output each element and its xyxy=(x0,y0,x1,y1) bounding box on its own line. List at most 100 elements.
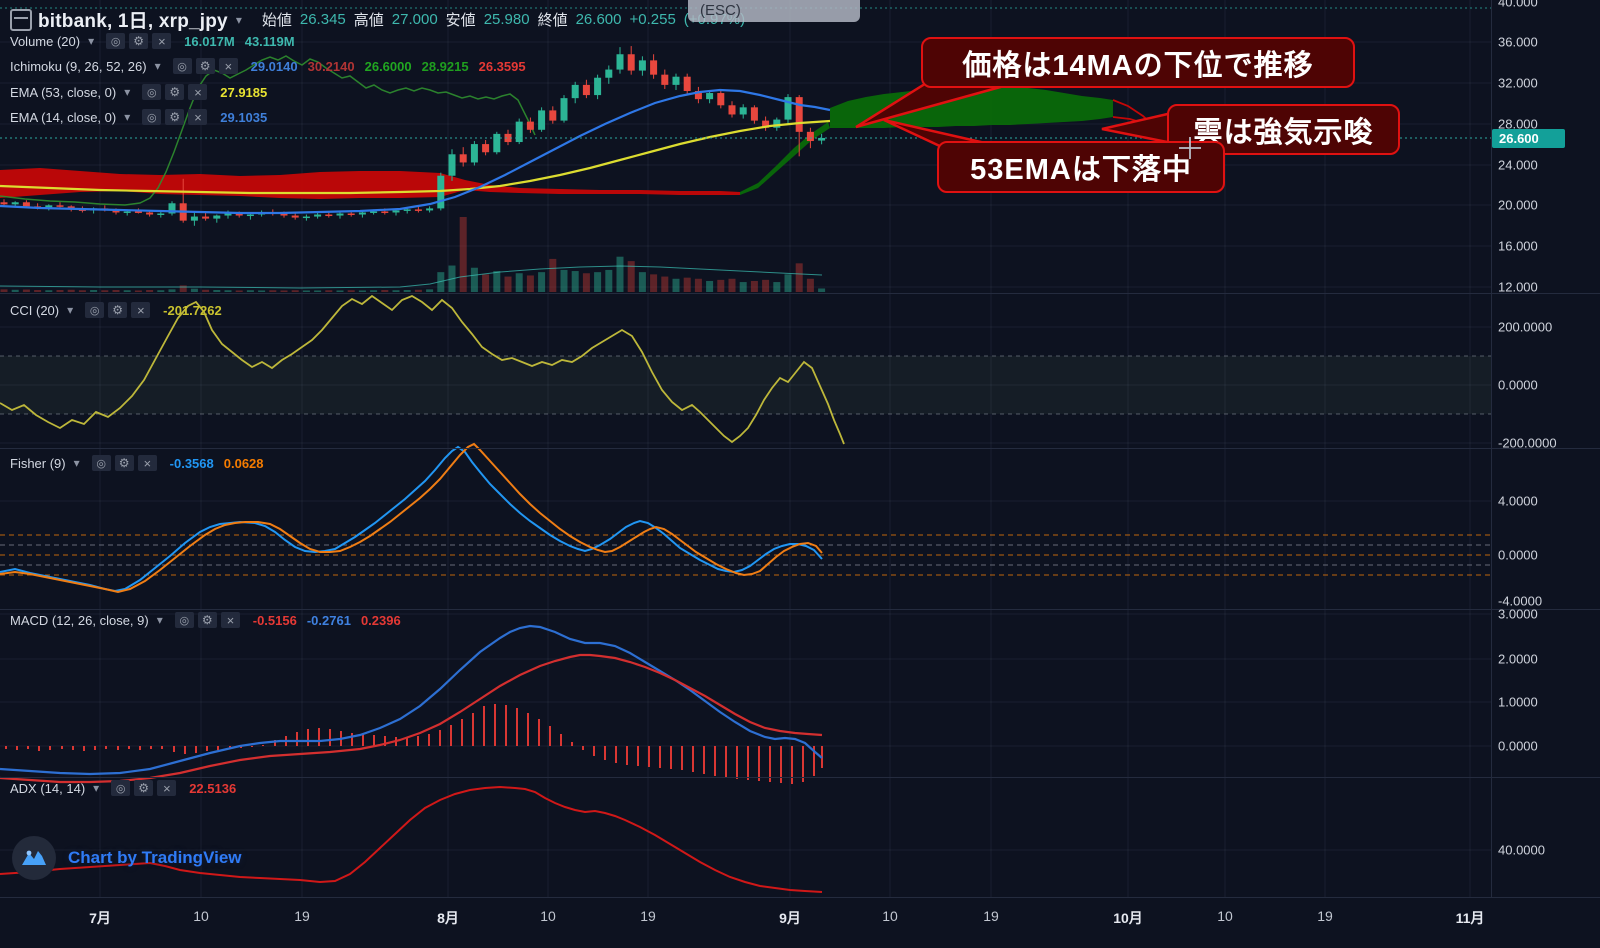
axis-label: 0.0000 xyxy=(1498,377,1538,393)
adx-label[interactable]: ADX (14, 14) xyxy=(10,780,86,796)
tradingview-attribution[interactable]: Chart by TradingView xyxy=(12,836,242,880)
ema14-value: 29.1035 xyxy=(220,109,268,125)
axis-label: 2.0000 xyxy=(1498,651,1538,667)
visibility-toggle-button[interactable] xyxy=(91,455,111,471)
chevron-down-icon[interactable]: ▾ xyxy=(67,303,74,317)
time-axis-label: 10 xyxy=(1217,908,1233,924)
tradingview-logo-icon[interactable] xyxy=(12,836,56,880)
ichimoku-lead1: 28.9215 xyxy=(421,58,469,74)
ichimoku-base: 30.2140 xyxy=(307,58,355,74)
legend-row-fisher: Fisher (9) ▾ -0.3568 0.0628 xyxy=(10,455,264,471)
settings-button[interactable] xyxy=(197,612,217,628)
chevron-down-icon[interactable]: ▾ xyxy=(124,85,131,99)
high-label: 高値 xyxy=(353,12,384,29)
high-value: 27.000 xyxy=(391,11,438,28)
remove-indicator-button[interactable] xyxy=(157,780,177,796)
settings-button[interactable] xyxy=(195,58,215,74)
time-axis-label: 11月 xyxy=(1455,910,1485,926)
settings-button[interactable] xyxy=(108,302,128,318)
axis-label: 20.000 xyxy=(1498,197,1538,213)
macd-signal-value: 0.2396 xyxy=(360,612,401,628)
adx-value: 22.5136 xyxy=(189,780,237,796)
remove-indicator-button[interactable] xyxy=(137,455,157,471)
visibility-toggle-button[interactable] xyxy=(172,58,192,74)
esc-hint-text: (ESC) xyxy=(700,2,741,19)
chevron-down-icon[interactable]: ▾ xyxy=(235,12,242,27)
visibility-toggle-button[interactable] xyxy=(142,84,162,100)
axis-label: 24.000 xyxy=(1498,157,1538,173)
settings-button[interactable] xyxy=(165,109,185,125)
remove-indicator-button[interactable] xyxy=(188,109,208,125)
chevron-down-icon[interactable]: ▾ xyxy=(93,781,100,795)
legend-row-ichimoku: Ichimoku (9, 26, 52, 26) ▾ 29.0140 30.21… xyxy=(10,58,526,74)
last-price-badge: 26.600 xyxy=(1492,129,1565,148)
volume-value: 16.017M xyxy=(184,33,235,49)
ema53-label[interactable]: EMA (53, close, 0) xyxy=(10,84,117,100)
time-axis-label: 9月 xyxy=(779,910,801,926)
time-axis-label: 10 xyxy=(882,908,898,924)
visibility-toggle-button[interactable] xyxy=(111,780,131,796)
fisher-value: -0.3568 xyxy=(169,455,214,471)
legend-row-adx: ADX (14, 14) ▾ 22.5136 xyxy=(10,780,236,796)
visibility-toggle-button[interactable] xyxy=(85,302,105,318)
symbol-header: bitbank, 1日, xrp_jpy ▾ 始値 26.345 高値 27.0… xyxy=(10,6,745,33)
macd-label[interactable]: MACD (12, 26, close, 9) xyxy=(10,612,149,628)
ema53-value: 27.9185 xyxy=(220,84,268,100)
symbol-title[interactable]: bitbank, 1日, xrp_jpy xyxy=(38,11,228,32)
annotation-callout-1[interactable]: 雲は強気示唆 xyxy=(1167,104,1400,155)
volume-label[interactable]: Volume (20) xyxy=(10,33,81,49)
axis-label: 200.0000 xyxy=(1498,319,1553,335)
legend-row-macd: MACD (12, 26, close, 9) ▾ -0.5156 -0.276… xyxy=(10,612,401,628)
time-axis-label: 10 xyxy=(193,908,209,924)
chevron-down-icon[interactable]: ▾ xyxy=(156,613,163,627)
annotation-callout-2[interactable]: 53EMAは下落中 xyxy=(937,141,1225,193)
visibility-toggle-button[interactable] xyxy=(174,612,194,628)
ema14-label[interactable]: EMA (14, close, 0) xyxy=(10,109,117,125)
visibility-toggle-button[interactable] xyxy=(142,109,162,125)
remove-indicator-button[interactable] xyxy=(188,84,208,100)
settings-button[interactable] xyxy=(129,33,149,49)
change-value: +0.255 xyxy=(629,11,676,28)
chevron-down-icon[interactable]: ▾ xyxy=(88,34,95,48)
settings-button[interactable] xyxy=(114,455,134,471)
open-label: 始値 xyxy=(261,12,292,29)
axis-label: 32.000 xyxy=(1498,75,1538,91)
time-axis-label: 10月 xyxy=(1113,910,1143,926)
ichimoku-lead2: 26.3595 xyxy=(478,58,526,74)
ichimoku-lagging: 26.6000 xyxy=(364,58,412,74)
crosshair-icon xyxy=(1179,137,1201,159)
cci-value: -201.7262 xyxy=(163,302,222,318)
remove-indicator-button[interactable] xyxy=(131,302,151,318)
axis-label: 40.0000 xyxy=(1498,842,1545,858)
cci-label[interactable]: CCI (20) xyxy=(10,302,60,318)
visibility-toggle-button[interactable] xyxy=(106,33,126,49)
fisher-label[interactable]: Fisher (9) xyxy=(10,455,66,471)
axis-label: 4.0000 xyxy=(1498,493,1538,509)
legend-row-volume: Volume (20) ▾ 16.017M 43.119M xyxy=(10,33,295,49)
axis-label: 16.000 xyxy=(1498,238,1538,254)
axis-label: 0.0000 xyxy=(1498,738,1538,754)
legend-row-ema14: EMA (14, close, 0) ▾ 29.1035 xyxy=(10,109,267,125)
remove-indicator-button[interactable] xyxy=(152,33,172,49)
axis-label: 40.000 xyxy=(1498,0,1538,10)
axis-label: 1.0000 xyxy=(1498,694,1538,710)
settings-button[interactable] xyxy=(165,84,185,100)
remove-indicator-button[interactable] xyxy=(220,612,240,628)
macd-value: -0.2761 xyxy=(306,612,351,628)
chevron-down-icon[interactable]: ▾ xyxy=(73,456,80,470)
attribution-text[interactable]: Chart by TradingView xyxy=(68,848,242,867)
annotation-callout-0[interactable]: 価格は14MAの下位で推移 xyxy=(921,37,1355,88)
chevron-down-icon[interactable]: ▾ xyxy=(154,59,161,73)
axis-label: -4.0000 xyxy=(1498,593,1543,609)
low-value: 25.980 xyxy=(483,11,530,28)
settings-button[interactable] xyxy=(134,780,154,796)
remove-indicator-button[interactable] xyxy=(218,58,238,74)
ichimoku-label[interactable]: Ichimoku (9, 26, 52, 26) xyxy=(10,58,147,74)
open-value: 26.345 xyxy=(299,11,346,28)
axis-label: 28.000 xyxy=(1498,116,1538,132)
chevron-down-icon[interactable]: ▾ xyxy=(124,110,131,124)
chart-menu-icon[interactable] xyxy=(10,8,32,31)
legend-row-ema53: EMA (53, close, 0) ▾ 27.9185 xyxy=(10,84,267,100)
